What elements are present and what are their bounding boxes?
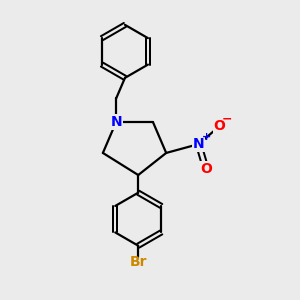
Text: N: N	[110, 115, 122, 129]
Text: +: +	[202, 132, 212, 142]
Text: Br: Br	[130, 255, 147, 269]
Text: N: N	[193, 137, 204, 151]
Text: −: −	[222, 112, 233, 126]
Text: O: O	[213, 119, 225, 134]
Text: O: O	[200, 162, 212, 176]
